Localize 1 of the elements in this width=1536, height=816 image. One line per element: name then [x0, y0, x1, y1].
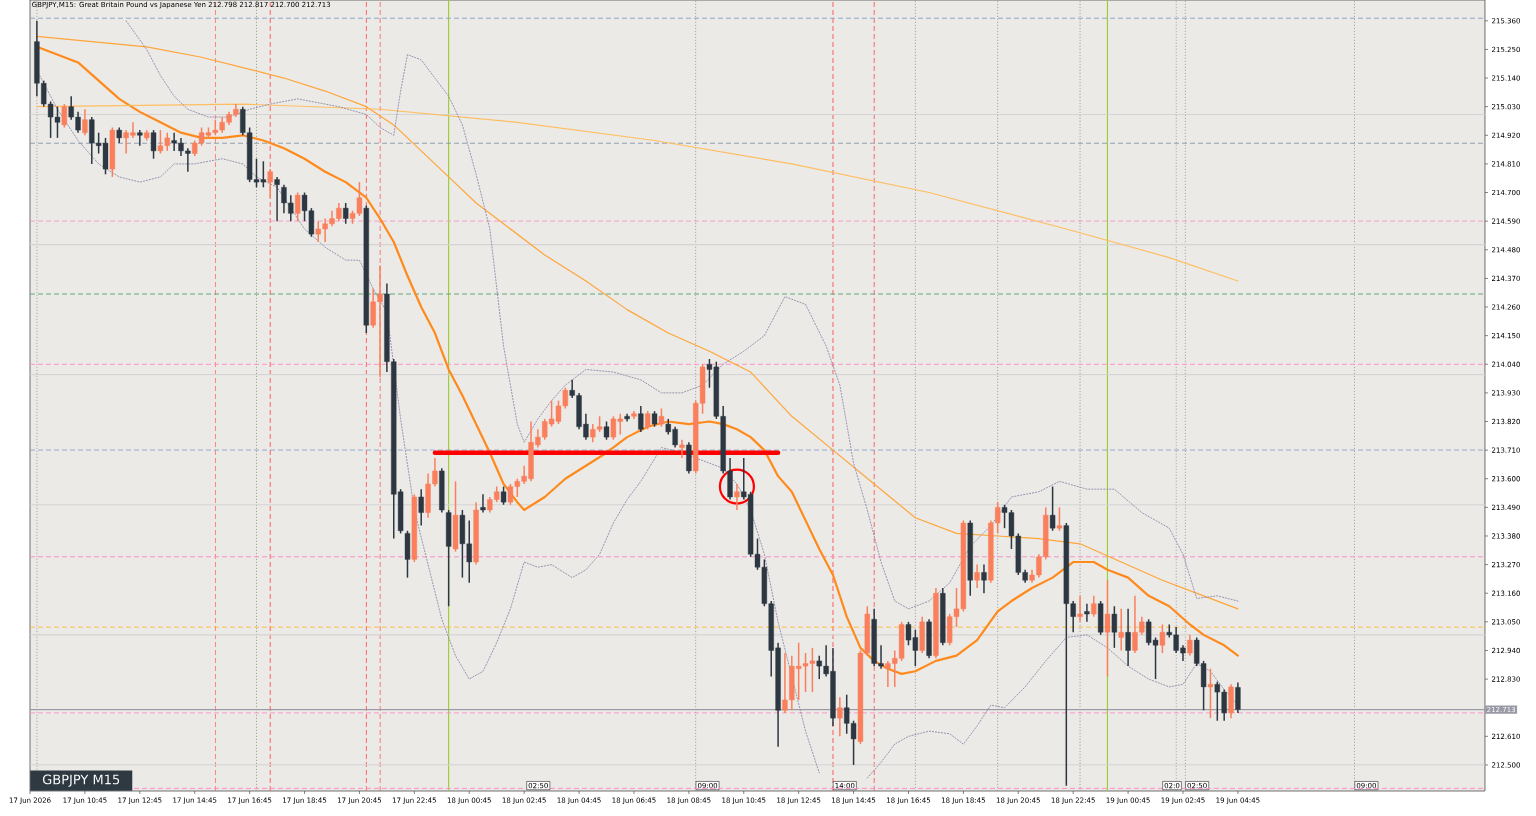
- annotation: GBPJPY M15: [42, 774, 120, 787]
